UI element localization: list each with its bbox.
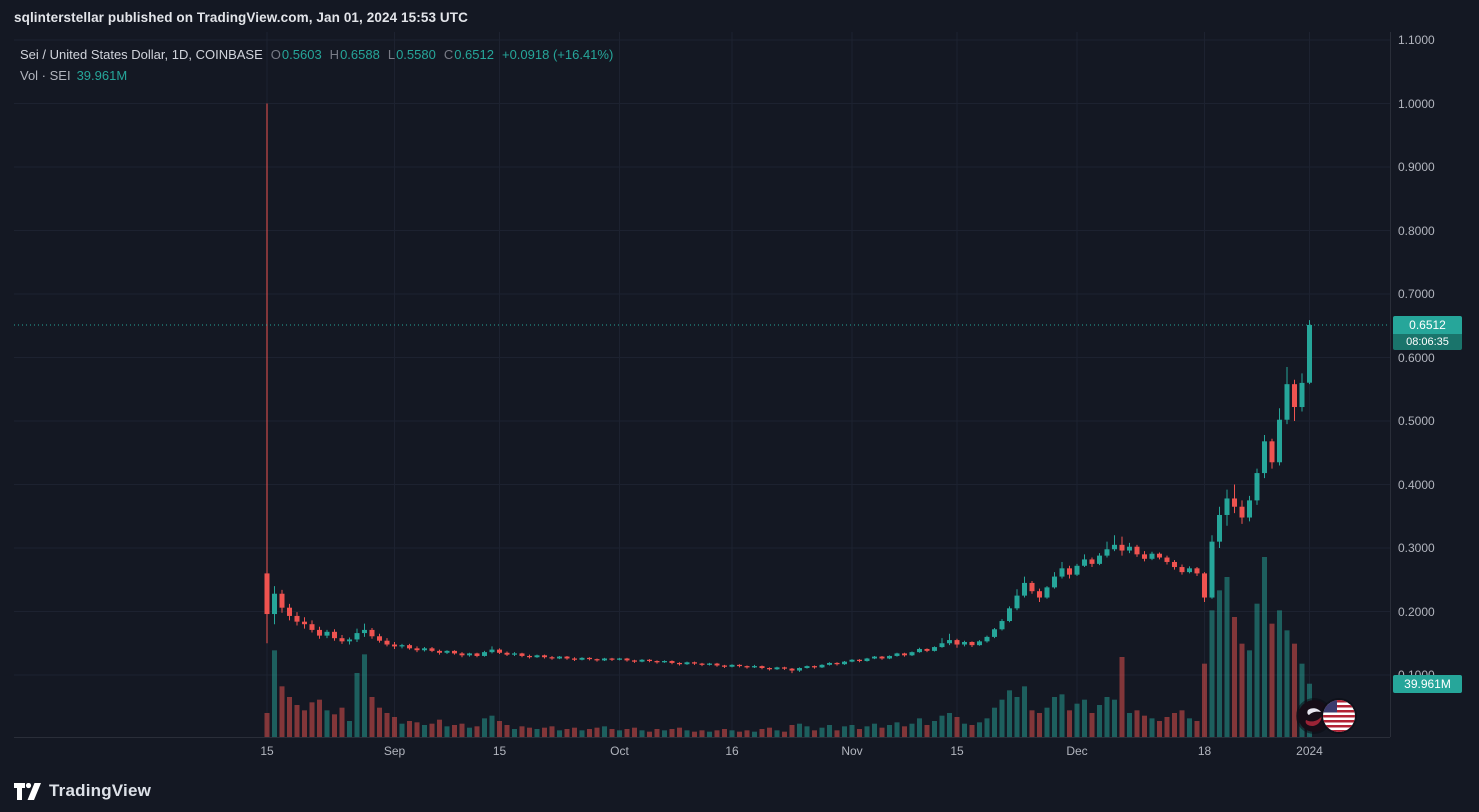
high-value: 0.6588 [340, 47, 380, 62]
high-label: H [329, 47, 340, 62]
current-price-label: 0.6512 [1393, 315, 1462, 334]
price-axis-label: 0.9000 [1398, 160, 1435, 174]
footer: TradingView [14, 779, 151, 803]
time-axis-label: Oct [610, 744, 629, 758]
publish-header: sqlinterstellar published on TradingView… [14, 10, 468, 25]
volume-value: 39.961M [76, 68, 128, 83]
time-axis-label: 15 [260, 744, 274, 758]
time-axis-label: 15 [950, 744, 964, 758]
current-price-badge: 0.6512 08:06:35 [1393, 315, 1462, 350]
time-axis[interactable]: 15 Sep 15 Oct 16 Nov 15 Dec 18 2024 [0, 737, 1390, 768]
sei-logo-icon [1298, 700, 1330, 732]
chart-legend: Sei / United States Dollar, 1D, COINBASE… [20, 46, 613, 85]
bar-countdown: 08:06:35 [1393, 333, 1462, 350]
price-axis-label: 0.4000 [1398, 477, 1435, 492]
open-value: 0.5603 [281, 47, 322, 62]
change-value: +0.0918 (+16.41%) [501, 47, 614, 62]
time-axis-label: 16 [725, 744, 739, 758]
close-label: C [443, 47, 454, 62]
tradingview-wordmark[interactable]: TradingView [49, 781, 152, 800]
open-label: O [270, 47, 281, 62]
symbol-row: Sei / United States Dollar, 1D, COINBASE… [20, 46, 613, 64]
volume-badge: 39.961M [1393, 674, 1462, 693]
low-value: 0.5580 [396, 47, 436, 62]
time-axis-label: 18 [1197, 744, 1212, 758]
price-axis-label: 0.2000 [1398, 604, 1435, 619]
usd-flag-icon [1323, 700, 1355, 732]
price-axis[interactable]: 1.1000 1.0000 0.9000 0.8000 0.7000 0.6000 0.50… [1390, 0, 1479, 737]
low-label: L [387, 47, 396, 62]
price-axis-label: 0.7000 [1398, 287, 1435, 301]
close-value: 0.6512 [454, 47, 494, 62]
price-axis-label: 0.3000 [1398, 541, 1435, 555]
symbol-title[interactable]: Sei / United States Dollar, 1D, COINBASE [20, 47, 263, 62]
publish-text: sqlinterstellar published on TradingView… [14, 10, 468, 25]
time-axis-label: 15 [492, 744, 507, 758]
price-axis-label: 1.0000 [1398, 96, 1435, 111]
price-axis-label: 0.6000 [1398, 350, 1435, 365]
time-axis-label: Sep [383, 744, 406, 758]
instrument-logos [1298, 700, 1360, 733]
time-axis-label: Dec [1066, 744, 1088, 758]
price-axis-label: 0.8000 [1398, 223, 1435, 238]
price-axis-label: 1.1000 [1398, 33, 1435, 47]
volume-row: Vol · SEI 39.961M [20, 67, 613, 85]
volume-label[interactable]: Vol · SEI [20, 68, 71, 83]
time-axis-label: Nov [841, 744, 863, 758]
tradingview-logo-icon[interactable] [14, 782, 41, 800]
price-axis-label: 0.5000 [1398, 414, 1435, 428]
time-axis-label: 2024 [1296, 744, 1323, 758]
